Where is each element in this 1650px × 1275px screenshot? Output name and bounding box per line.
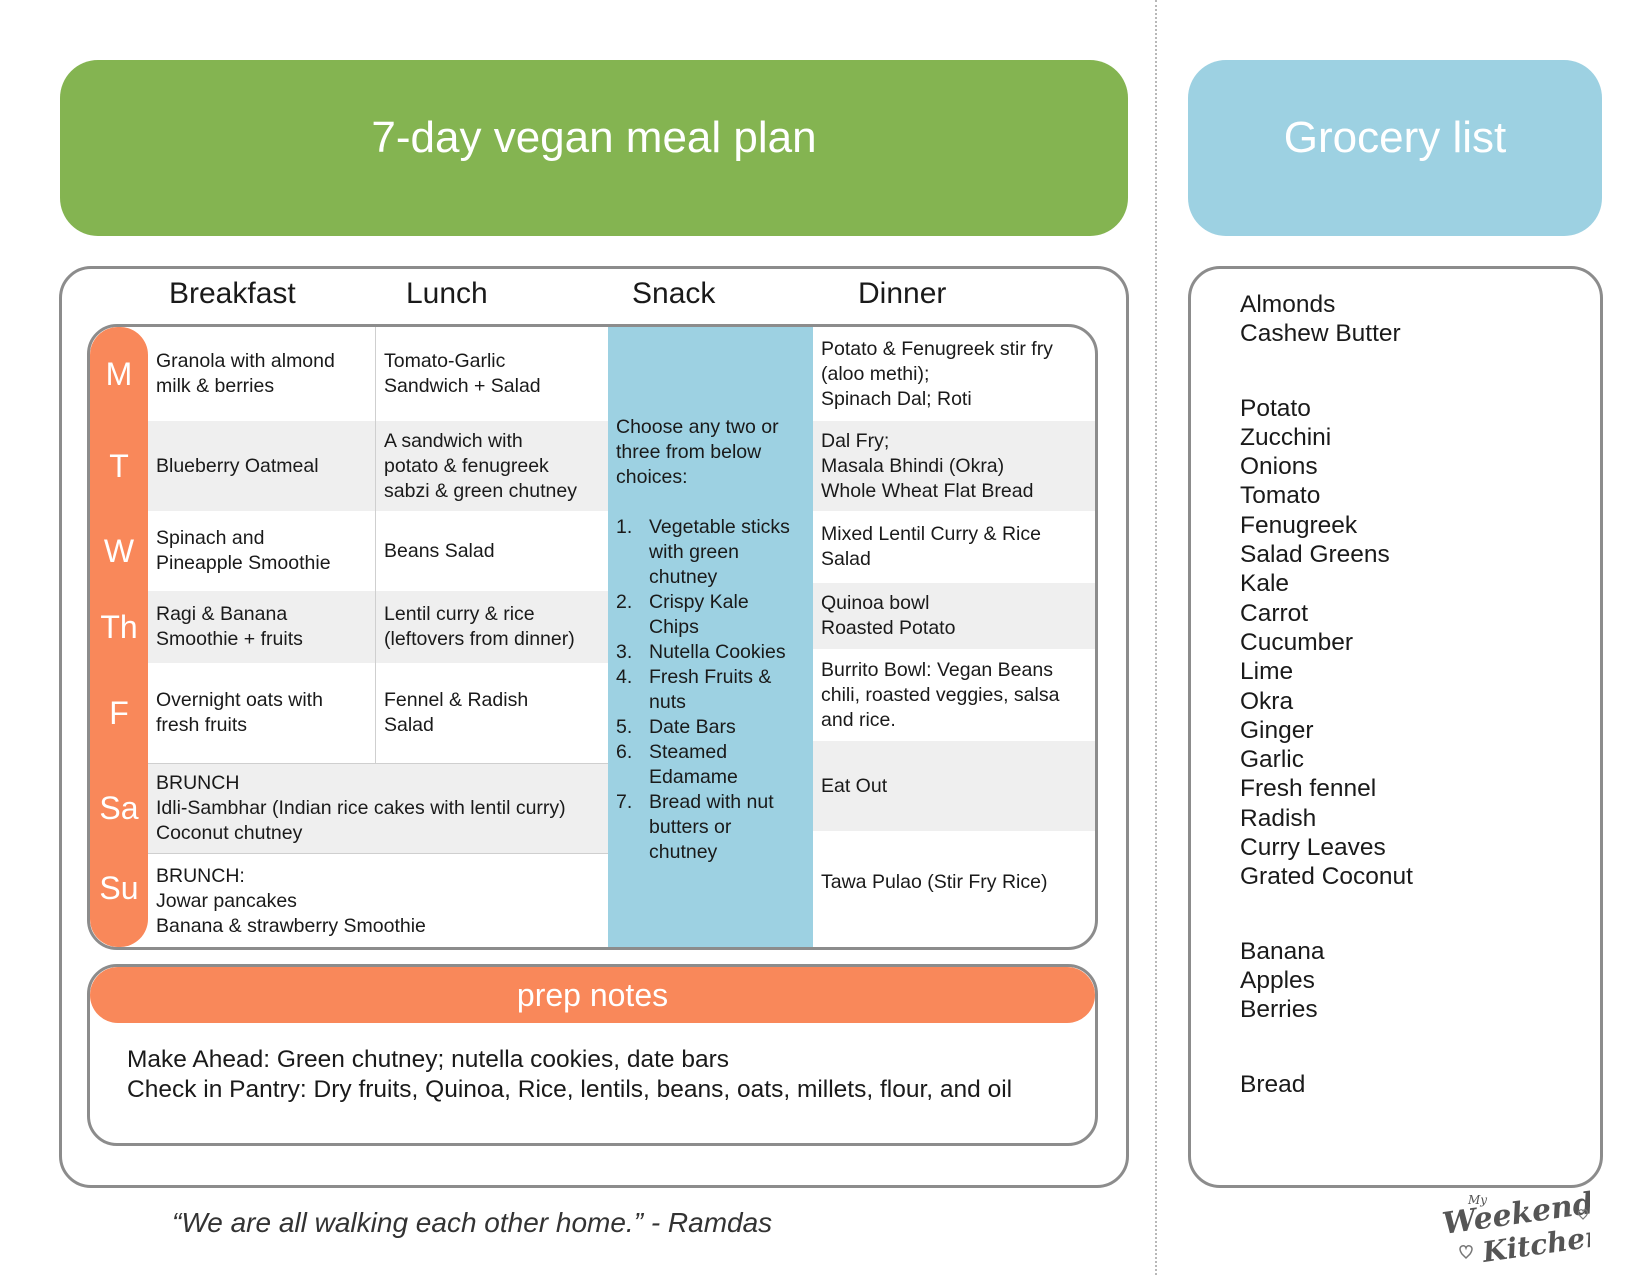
breakfast-cell: Spinach and Pineapple Smoothie <box>156 527 331 574</box>
dinner-cell: Quinoa bowl Roasted Potato <box>813 583 1095 649</box>
grocery-item: Radish <box>1240 804 1317 832</box>
grocery-item: Ginger <box>1240 716 1314 744</box>
grocery-item: Fenugreek <box>1240 511 1358 539</box>
snack-intro: Choose any two or three from below choic… <box>616 416 779 488</box>
grocery-item: Cashew Butter <box>1240 320 1401 348</box>
meal-plan-banner: 7-day vegan meal plan <box>60 60 1128 245</box>
lunch-cell: Lentil curry & rice (leftovers from dinn… <box>376 591 608 663</box>
lunch-cell: A sandwich with potato & fenugreek sabzi… <box>376 421 608 511</box>
day-label: T <box>109 447 129 484</box>
dinner-cell: Potato & Fenugreek stir fry (aloo methi)… <box>821 337 1053 410</box>
logo-text-my: My <box>1467 1193 1487 1207</box>
quote-text: “We are all walking each other home.” - … <box>172 1207 773 1238</box>
day-label: F <box>109 694 129 731</box>
prep-notes-title: prep notes <box>90 967 1095 1023</box>
day-column <box>90 327 148 947</box>
day-label: Su <box>99 869 139 906</box>
grocery-item: Apples <box>1240 966 1315 994</box>
meal-plan-frame <box>59 266 1129 1188</box>
grocery-item: Garlic <box>1240 746 1304 774</box>
day-label: Sa <box>99 789 139 826</box>
dinner-cell: Tawa Pulao (Stir Fry Rice) <box>821 870 1048 893</box>
snack-item: 7. Bread with nut butters or chutney <box>616 791 774 863</box>
brunch-cell: BRUNCH: Jowar pancakes Banana & strawber… <box>156 864 426 937</box>
grocery-item: Tomato <box>1240 482 1321 510</box>
day-label: Th <box>100 608 138 645</box>
snack-item: 6. Steamed Edamame <box>616 741 738 788</box>
breakfast-cell: Blueberry Oatmeal <box>148 421 375 511</box>
grocery-title: Grocery list <box>1283 113 1507 162</box>
breakfast-cell: Ragi & Banana Smoothie + fruits <box>148 591 375 663</box>
brunch-cell: BRUNCH Idli-Sambhar (Indian rice cakes w… <box>148 763 608 853</box>
title-underline <box>68 237 1120 245</box>
breakfast-cell: Overnight oats with fresh fruits <box>156 689 323 736</box>
dinner-cell: Dal Fry; Masala Bhindi (Okra) Whole Whea… <box>813 421 1095 511</box>
grocery-item: Salad Greens <box>1240 541 1390 569</box>
my-weekend-kitchen-logo: My Weekend Kitchen <box>1440 1188 1590 1266</box>
grocery-item: Bread <box>1240 1070 1306 1098</box>
grocery-item: Grated Coconut <box>1240 863 1413 891</box>
day-label: W <box>103 532 135 569</box>
dotted-divider <box>1155 0 1157 1275</box>
grocery-item: Curry Leaves <box>1240 834 1386 862</box>
dinner-cell: Burrito Bowl: Vegan Beans chili, roasted… <box>821 658 1060 731</box>
column-header-breakfast: Breakfast <box>169 277 296 310</box>
snack-item: 4. Fresh Fruits & nuts <box>616 666 772 713</box>
grocery-item: Potato <box>1240 394 1311 422</box>
dinner-cell: Eat Out <box>813 741 1095 831</box>
snack-item: 2. Crispy Kale Chips <box>616 591 749 638</box>
grocery-item: Carrot <box>1240 599 1309 627</box>
breakfast-cell: Granola with almond milk & berries <box>156 350 335 397</box>
heart-icon <box>1459 1245 1473 1260</box>
lunch-cell: Fennel & Radish Salad <box>384 689 529 736</box>
day-label: M <box>105 355 133 392</box>
row-divider <box>148 853 608 854</box>
column-header-lunch: Lunch <box>406 277 488 310</box>
prep-pantry-check: Check in Pantry: Dry fruits, Quinoa, Ric… <box>127 1076 1013 1103</box>
meal-plan-title: 7-day vegan meal plan <box>371 113 817 162</box>
dinner-cell: Mixed Lentil Curry & Rice Salad <box>821 523 1041 570</box>
snack-item: 5. Date Bars <box>616 716 736 738</box>
heart-icon <box>1577 1209 1589 1220</box>
grocery-frame <box>1188 266 1603 1188</box>
lunch-cell: Tomato-Garlic Sandwich + Salad <box>384 350 541 397</box>
snack-list: 1. Vegetable sticks with green chutney 2.… <box>616 515 805 865</box>
column-divider <box>375 327 376 763</box>
grocery-item: Okra <box>1240 687 1294 715</box>
prep-notes-panel: prep notes Make Ahead: Green chutney; nu… <box>87 964 1098 1146</box>
grocery-item: Banana <box>1240 937 1325 965</box>
meal-grid: M T W Th F Sa Su Granola with almond mil… <box>87 324 1098 950</box>
row-divider <box>148 763 608 764</box>
title-underline <box>1196 237 1594 245</box>
grocery-item: Berries <box>1240 996 1318 1024</box>
grocery-item: Fresh fennel <box>1240 775 1377 803</box>
snack-item: 1. Vegetable sticks with green chutney <box>616 516 790 588</box>
column-header-dinner: Dinner <box>858 277 947 310</box>
grocery-item: Zucchini <box>1240 423 1332 451</box>
column-header-snack: Snack <box>632 277 716 310</box>
prep-make-ahead: Make Ahead: Green chutney; nutella cooki… <box>127 1046 729 1073</box>
snack-item: 3. Nutella Cookies <box>616 641 786 663</box>
grocery-banner: Grocery list <box>1188 60 1602 245</box>
snack-column: Choose any two or three from below choic… <box>608 327 813 947</box>
grocery-item: Kale <box>1240 570 1290 598</box>
grocery-item: Onions <box>1240 453 1318 481</box>
grocery-item: Almonds <box>1240 291 1336 318</box>
grocery-item: Lime <box>1240 658 1294 686</box>
lunch-cell: Beans Salad <box>384 539 495 562</box>
grocery-list: Almonds Cashew Butter Potato Zucchini On… <box>1240 290 1413 1099</box>
grocery-item: Cucumber <box>1240 628 1354 656</box>
